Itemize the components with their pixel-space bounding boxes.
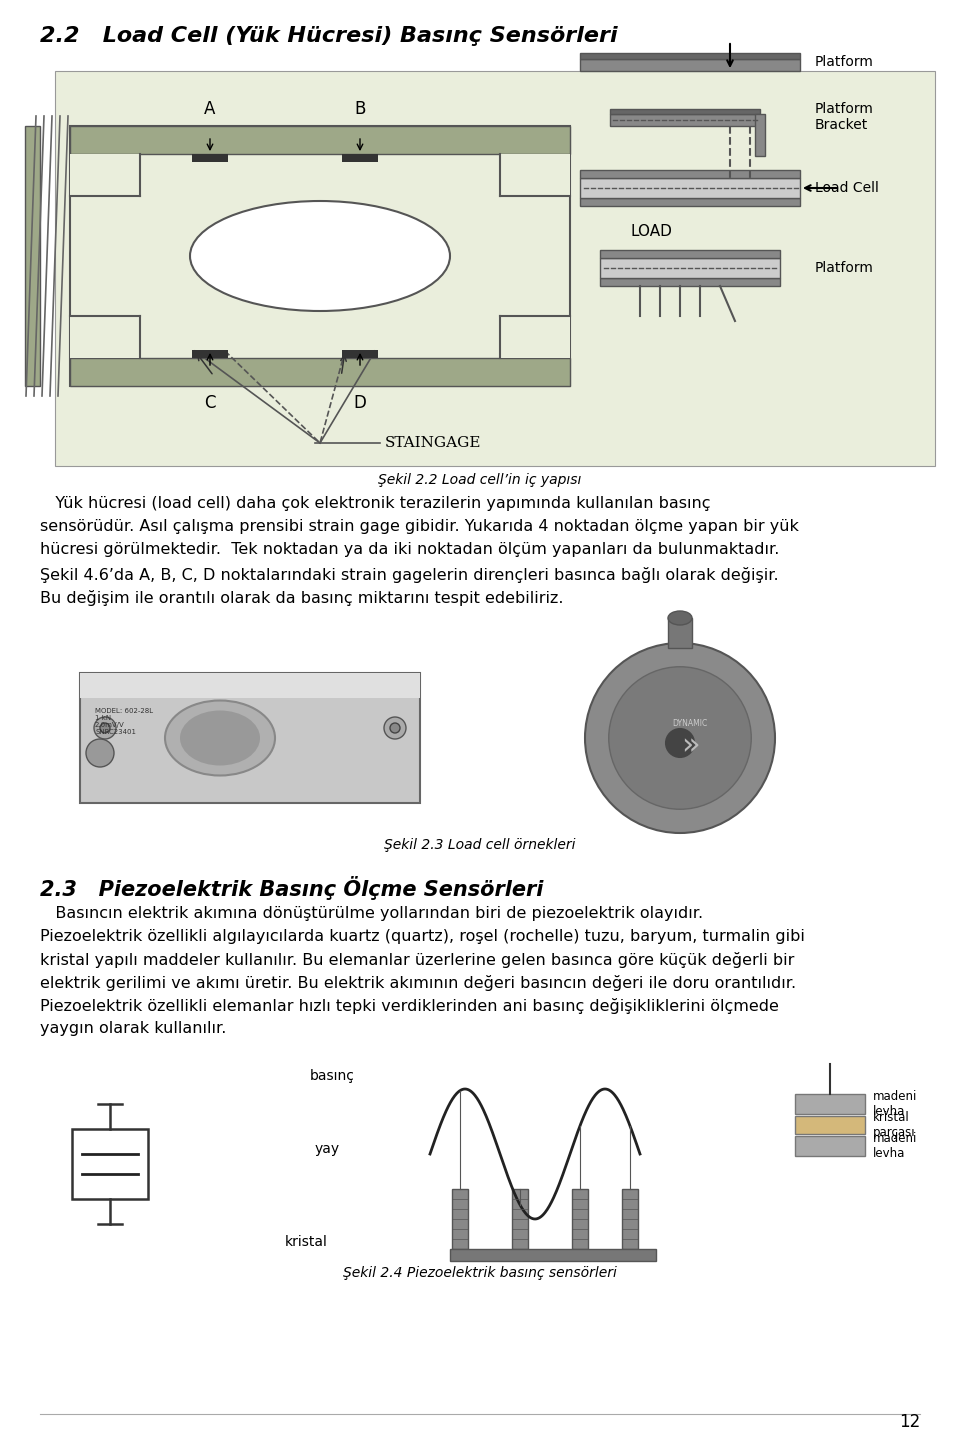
Text: Şekil 2.2 Load cell’in iç yapısı: Şekil 2.2 Load cell’in iç yapısı [378,473,582,486]
Ellipse shape [100,724,110,732]
Ellipse shape [94,716,116,740]
Bar [342,154,378,162]
Bar [192,154,228,162]
Text: »: » [681,731,699,760]
Text: STAINGAGE: STAINGAGE [385,435,482,450]
Bar [580,170,800,178]
Text: Load Cell: Load Cell [815,181,878,195]
Bar [512,1190,528,1249]
Bar [55,71,935,466]
Text: 2.3   Piezoelektrik Basınç Ölçme Sensörleri: 2.3 Piezoelektrik Basınç Ölçme Sensörler… [40,877,543,900]
Ellipse shape [190,201,450,312]
Ellipse shape [86,740,114,767]
Bar [600,250,780,258]
Ellipse shape [585,644,775,833]
Bar [610,114,760,127]
Bar [622,1190,638,1249]
Bar [755,114,765,156]
Text: Şekil 4.6’da A, B, C, D noktalarındaki strain gagelerin dirençleri basınca bağlı: Şekil 4.6’da A, B, C, D noktalarındaki s… [40,566,779,582]
Text: kristal
parçası: kristal parçası [873,1111,916,1139]
Text: kristal: kristal [285,1235,328,1249]
Text: yay: yay [315,1142,340,1156]
Bar [70,127,570,154]
Bar [70,127,570,386]
Text: 12: 12 [899,1412,920,1431]
Text: 2.2   Load Cell (Yük Hücresi) Basınç Sensörleri: 2.2 Load Cell (Yük Hücresi) Basınç Sensö… [40,26,617,47]
Ellipse shape [390,724,400,732]
Text: elektrik gerilimi ve akımı üretir. Bu elektrik akımının değeri basıncın değeri i: elektrik gerilimi ve akımı üretir. Bu el… [40,976,796,992]
Bar [80,673,420,804]
Text: hücresi görülmektedir.  Tek noktadan ya da iki noktadan ölçüm yapanları da bulun: hücresi görülmektedir. Tek noktadan ya d… [40,542,780,558]
Bar [795,1093,865,1114]
Text: madeni
levha: madeni levha [873,1091,918,1118]
Text: A: A [204,100,216,118]
Bar [192,349,228,358]
Text: Şekil 2.3 Load cell örnekleri: Şekil 2.3 Load cell örnekleri [384,839,576,852]
Bar [610,109,760,114]
Bar [668,617,692,648]
Text: basınç: basınç [310,1069,355,1083]
Ellipse shape [666,729,694,757]
Text: Piezoelektrik özellikli algılayıcılarda kuartz (quartz), roşel (rochelle) tuzu, : Piezoelektrik özellikli algılayıcılarda … [40,929,804,943]
Bar [80,673,420,697]
Bar [70,154,140,197]
Bar [452,1190,468,1249]
Bar [580,60,800,71]
Text: Platform: Platform [815,55,874,68]
Text: Platform
Bracket: Platform Bracket [815,102,874,132]
Bar [70,316,140,358]
Ellipse shape [668,612,692,625]
Bar [450,1249,656,1261]
Text: Platform: Platform [815,261,874,275]
Bar [500,316,570,358]
Text: C: C [204,395,216,412]
Ellipse shape [609,667,752,810]
Ellipse shape [165,700,275,776]
Bar [25,127,40,386]
Bar [795,1136,865,1156]
Bar [600,258,780,278]
Text: kristal yapılı maddeler kullanılır. Bu elemanlar üzerlerine gelen basınca göre k: kristal yapılı maddeler kullanılır. Bu e… [40,952,794,968]
Bar [500,154,570,197]
Text: Yük hücresi (load cell) daha çok elektronik terazilerin yapımında kullanılan bas: Yük hücresi (load cell) daha çok elektro… [40,496,710,511]
Text: DYNAMIC: DYNAMIC [672,719,708,728]
Text: LOAD: LOAD [630,224,672,239]
Text: Piezoelektrik özellikli elemanlar hızlı tepki verdiklerinden ani basınç değişikl: Piezoelektrik özellikli elemanlar hızlı … [40,997,779,1013]
Text: Bu değişim ile orantılı olarak da basınç miktarını tespit edebiliriz.: Bu değişim ile orantılı olarak da basınç… [40,590,564,606]
Ellipse shape [384,716,406,740]
Text: yaygın olarak kullanılır.: yaygın olarak kullanılır. [40,1021,227,1037]
Text: madeni
levha: madeni levha [873,1131,918,1160]
Bar [600,278,780,285]
Bar [72,1128,148,1198]
Bar [70,358,570,386]
Text: B: B [354,100,366,118]
Bar [572,1190,588,1249]
Text: D: D [353,395,367,412]
Text: Basıncın elektrik akımına dönüştürülme yollarından biri de piezoelektrik olayıdı: Basıncın elektrik akımına dönüştürülme y… [40,906,703,922]
Bar [580,178,800,198]
Bar [795,1115,865,1134]
Text: Şekil 2.4 Piezoelektrik basınç sensörleri: Şekil 2.4 Piezoelektrik basınç sensörler… [343,1267,617,1280]
Bar [580,198,800,205]
Text: MODEL: 602-28L
1 kN
2.0mV/V
SNRC23401: MODEL: 602-28L 1 kN 2.0mV/V SNRC23401 [95,708,154,735]
Bar [580,52,800,60]
Bar [342,349,378,358]
Ellipse shape [180,711,260,766]
Text: sensörüdür. Asıl çalışma prensibi strain gage gibidir. Yukarıda 4 noktadan ölçme: sensörüdür. Asıl çalışma prensibi strain… [40,518,799,534]
